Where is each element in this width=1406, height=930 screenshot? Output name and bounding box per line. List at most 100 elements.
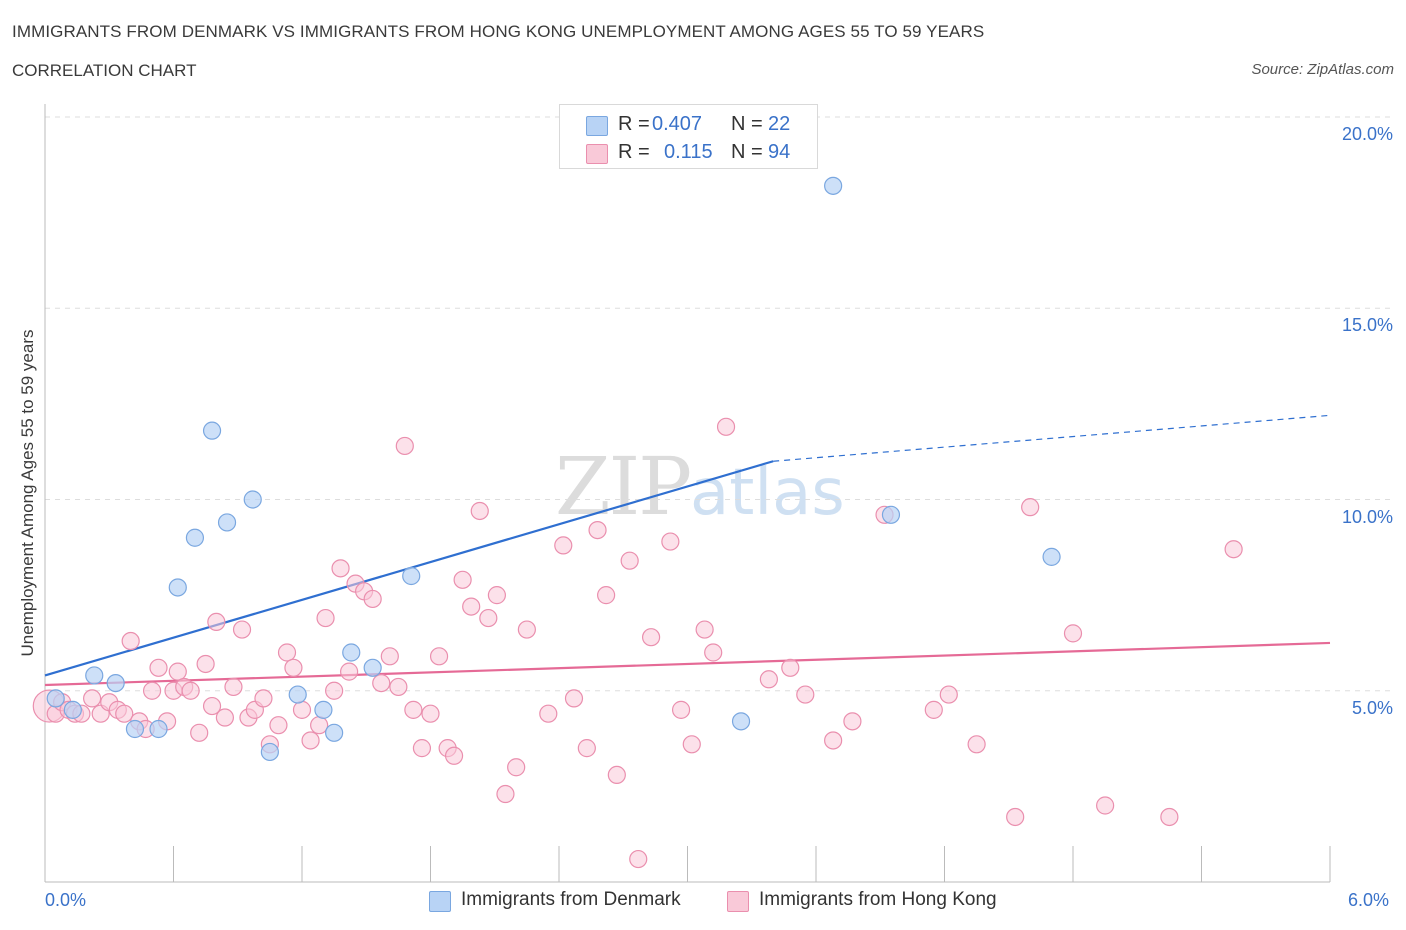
denmark-point [85, 666, 104, 685]
denmark-point [106, 673, 125, 693]
denmark-point [342, 643, 361, 662]
hongkong-point [620, 551, 639, 570]
hongkong-point [395, 436, 414, 456]
hongkong-point [340, 662, 359, 681]
hongkong-point [704, 643, 723, 662]
denmark-point [63, 700, 82, 719]
hongkong-point [372, 673, 391, 693]
hongkong-point [284, 658, 303, 677]
hongkong-point [539, 704, 558, 723]
n-label: N = [731, 141, 763, 163]
hongkong-point [843, 712, 862, 731]
denmark-point [881, 505, 901, 524]
x-tick-label: 6.0% [1348, 890, 1390, 910]
hongkong-point [168, 662, 187, 681]
hongkong-point [695, 620, 714, 639]
hongkong-point [232, 620, 252, 639]
denmark-point [46, 689, 65, 708]
hongkong-point [716, 417, 736, 436]
hongkong-point [641, 628, 661, 647]
grid-lines [45, 116, 1390, 692]
hongkong-point [181, 681, 200, 700]
hongkong-point [196, 654, 215, 674]
y-tick-label: 5.0% [1351, 698, 1393, 718]
hongkong-point [83, 689, 102, 708]
hongkong-point [682, 735, 701, 754]
denmark-point [149, 719, 168, 739]
hongkong-point [254, 689, 273, 708]
legend-label: Immigrants from Denmark [461, 889, 681, 910]
hongkong-point [607, 765, 626, 785]
denmark-point [824, 176, 843, 195]
hongkong-swatch [727, 891, 749, 912]
hongkong-point [444, 746, 464, 765]
source-label: Source: ZipAtlas.com [1251, 61, 1394, 78]
denmark-point [288, 685, 307, 704]
chart-subtitle: CORRELATION CHART [12, 61, 197, 80]
hongkong-point [924, 700, 943, 719]
denmark-point [185, 528, 205, 547]
hongkong-point [301, 731, 320, 750]
hongkong-points [32, 417, 1243, 869]
hongkong-point [292, 700, 312, 719]
hongkong-point [149, 658, 168, 677]
hongkong-point [316, 608, 335, 628]
hongkong-point [564, 689, 584, 708]
hongkong-point [661, 532, 680, 551]
hongkong-point [629, 849, 648, 869]
hongkong-point [554, 536, 573, 555]
hongkong-point [1021, 498, 1040, 517]
denmark-point [363, 658, 382, 677]
hongkong-point [429, 647, 449, 666]
hongkong-point [487, 586, 506, 605]
zipatlas-watermark: ZIPatlas [555, 440, 845, 533]
denmark-point [402, 566, 421, 586]
hongkong-point [462, 597, 481, 616]
hongkong-point [269, 716, 288, 735]
hongkong-point [142, 681, 162, 700]
hongkong-point [1160, 807, 1179, 827]
denmark-point [325, 723, 344, 742]
denmark-point [125, 719, 145, 739]
correlation-legend: R = 0.407 N = 22 R = 0.115 N = 94 [559, 104, 818, 169]
hongkong-swatch [586, 144, 608, 164]
y-tick-label: 10.0% [1341, 507, 1393, 527]
hongkong-point [331, 559, 350, 578]
y-tick-label: 20.0% [1341, 124, 1393, 144]
hongkong-point [215, 708, 234, 727]
y-axis-label: Unemployment Among Ages 55 to 59 years [18, 329, 37, 657]
hongkong-point [470, 501, 489, 521]
denmark-point [1042, 547, 1061, 566]
hongkong-point [597, 586, 616, 605]
r-label: R = [618, 141, 650, 163]
hongkong-point [202, 696, 222, 716]
hongkong-point [190, 723, 209, 742]
hongkong-point [121, 631, 140, 651]
denmark-point [243, 490, 262, 509]
denmark-point [202, 421, 222, 440]
hongkong-point [824, 731, 843, 750]
hongkong-point [412, 739, 432, 758]
hongkong-point [1063, 624, 1083, 643]
hongkong-point [1224, 540, 1243, 559]
hongkong-point [453, 570, 472, 589]
r-value: 0.115 [664, 141, 713, 163]
denmark-point [260, 742, 279, 762]
denmark-point [217, 513, 237, 532]
denmark-point [168, 578, 187, 597]
hongkong-point [115, 704, 134, 723]
hongkong-point [277, 643, 297, 662]
hongkong-point [224, 677, 243, 697]
r-value: 0.407 [652, 113, 703, 135]
n-value: 94 [768, 141, 791, 163]
hongkong-point [588, 520, 607, 540]
hongkong-point [479, 608, 498, 628]
hongkong-point [1006, 807, 1025, 827]
hongkong-point [389, 677, 408, 697]
chart-title: IMMIGRANTS FROM DENMARK VS IMMIGRANTS FR… [12, 22, 985, 41]
axes [44, 104, 1331, 883]
hongkong-point [671, 700, 691, 719]
hongkong-point [967, 735, 986, 754]
hongkong-point [380, 647, 399, 666]
